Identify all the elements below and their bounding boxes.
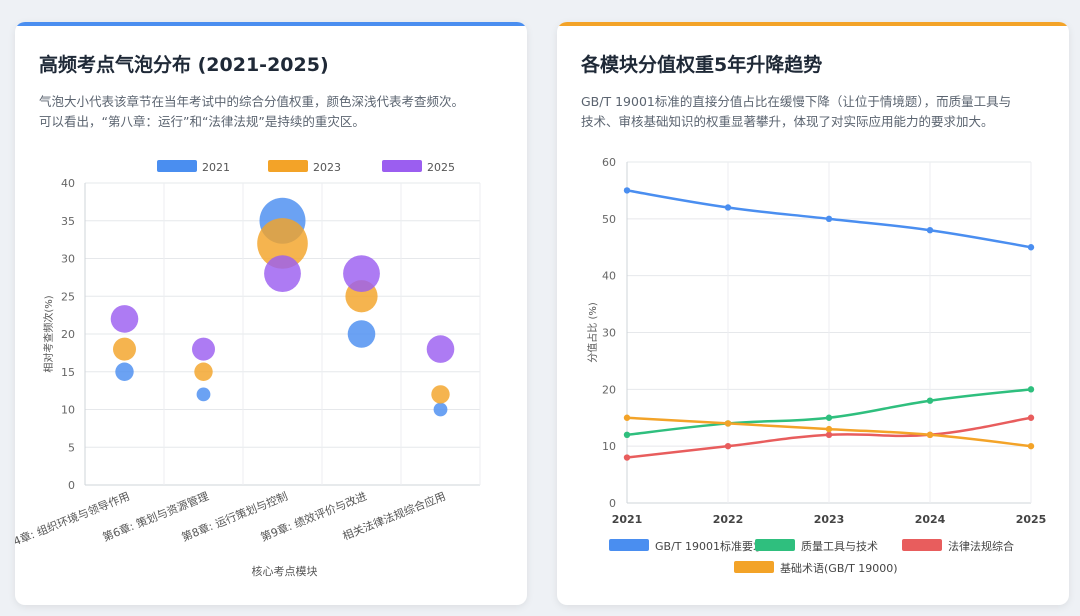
bubble-chart-title: 高频考点气泡分布 (2021-2025) <box>39 54 329 76</box>
bubble-2025-1 <box>192 337 215 361</box>
data-point-质量工具与技术-2024 <box>926 397 934 404</box>
legend-swatch-2025 <box>382 160 422 172</box>
card-accent-bar <box>15 22 527 26</box>
legend-label: 质量工具与技术 <box>801 540 878 553</box>
y-tick-label: 25 <box>61 290 75 303</box>
x-tick-label: 2024 <box>915 513 946 526</box>
legend-label: 法律法规综合 <box>948 539 1014 553</box>
legend-label-2021: 2021 <box>202 161 230 174</box>
bubble-2023-0 <box>113 337 136 361</box>
data-point-法律法规综合-2023 <box>825 431 833 438</box>
bubble-2025-4 <box>426 335 455 363</box>
y-tick-label: 5 <box>68 441 75 454</box>
data-point-法律法规综合-2025 <box>1027 414 1035 421</box>
y-axis-title: 分值占比 (%) <box>586 302 599 363</box>
bubble-2025-3 <box>343 255 380 292</box>
y-tick-label: 20 <box>602 383 616 396</box>
y-tick-label: 50 <box>602 213 616 226</box>
bubble-2021-3 <box>347 320 376 348</box>
data-point-基础术语(GB/T 19000)-2023 <box>825 425 833 433</box>
bubble-desc-line-2: 可以看出，“第八章：运行”和“法律法规”是持续的重灾区。 <box>39 114 365 129</box>
bubble-2023-4 <box>431 385 450 404</box>
x-tick-label: 第4章: 组织环境与领导作用 <box>15 489 132 553</box>
data-point-GB/T 19001标准要求-2023 <box>825 215 833 223</box>
bubble-2021-1 <box>196 387 211 402</box>
data-point-基础术语(GB/T 19000)-2024 <box>926 431 934 438</box>
line-desc-line-1: GB/T 19001标准的直接分值占比在缓慢下降（让位于情境题），而质量工具与 <box>581 94 1012 109</box>
bubble-chart-description: 气泡大小代表该章节在当年考试中的综合分值权重，颜色深浅代表考查频次。 可以看出，… <box>39 92 509 132</box>
bubble-2025-0 <box>110 305 139 333</box>
data-point-质量工具与技术-2023 <box>825 414 833 421</box>
data-point-法律法规综合-2022 <box>724 442 732 450</box>
y-tick-label: 10 <box>602 440 616 453</box>
y-tick-label: 40 <box>602 270 616 283</box>
legend-label-2025: 2025 <box>427 161 455 174</box>
data-point-GB/T 19001标准要求-2021 <box>623 187 631 194</box>
legend-swatch-2023 <box>268 160 308 172</box>
y-axis-title: 相对考查频次(%) <box>42 295 55 372</box>
data-point-GB/T 19001标准要求-2022 <box>724 204 732 211</box>
x-tick-label: 2022 <box>713 513 744 526</box>
legend-swatch-2021 <box>157 160 197 172</box>
bubble-chart-card: 高频考点气泡分布 (2021-2025) 气泡大小代表该章节在当年考试中的综合分… <box>15 22 527 605</box>
data-point-质量工具与技术-2025 <box>1027 386 1035 393</box>
x-tick-label: 2025 <box>1016 513 1047 526</box>
data-point-质量工具与技术-2021 <box>623 431 631 438</box>
bubble-2025-2 <box>264 255 301 292</box>
legend-label-2023: 2023 <box>313 161 341 174</box>
x-tick-label: 2023 <box>814 513 845 526</box>
bubble-2023-2 <box>257 218 308 269</box>
bubble-2023-1 <box>194 362 213 381</box>
legend-swatch <box>609 539 649 551</box>
y-tick-label: 15 <box>61 366 75 379</box>
data-point-基础术语(GB/T 19000)-2025 <box>1027 442 1035 450</box>
line-chart: 0 10 20 30 40 50 60 2021 2022 2023 2024 2025 分值占比 (%… <box>586 156 1047 575</box>
x-axis-title: 核心考点模块 <box>252 564 318 578</box>
data-point-基础术语(GB/T 19000)-2021 <box>623 414 631 421</box>
y-tick-label: 60 <box>602 156 616 169</box>
x-tick-label: 2021 <box>612 513 643 526</box>
legend-label: GB/T 19001标准要求 <box>655 539 764 553</box>
y-tick-label: 0 <box>609 497 616 510</box>
y-tick-label: 30 <box>61 253 75 266</box>
line-chart-card: 各模块分值权重5年升降趋势 GB/T 19001标准的直接分值占比在缓慢下降（让… <box>557 22 1069 605</box>
bubble-2021-4 <box>433 402 448 417</box>
y-tick-label: 40 <box>61 177 75 190</box>
line-chart-title: 各模块分值权重5年升降趋势 <box>581 54 823 76</box>
bubble-2021-0 <box>115 362 134 381</box>
legend-swatch <box>902 539 942 551</box>
y-tick-label: 10 <box>61 404 75 417</box>
legend-label: 基础术语(GB/T 19000) <box>780 562 898 575</box>
legend-swatch <box>734 561 774 573</box>
data-point-GB/T 19001标准要求-2025 <box>1027 244 1035 251</box>
data-point-基础术语(GB/T 19000)-2022 <box>724 420 732 427</box>
y-tick-label: 20 <box>61 328 75 341</box>
data-point-法律法规综合-2021 <box>623 454 631 461</box>
y-tick-label: 35 <box>61 215 75 228</box>
line-desc-line-2: 技术、审核基础知识的权重显著攀升，体现了对实际应用能力的要求加大。 <box>581 114 994 129</box>
card-accent-bar <box>557 22 1069 26</box>
data-point-GB/T 19001标准要求-2024 <box>926 227 934 234</box>
line-chart-description: GB/T 19001标准的直接分值占比在缓慢下降（让位于情境题），而质量工具与 … <box>581 92 1051 132</box>
legend-swatch <box>755 539 795 551</box>
bubble-desc-line-1: 气泡大小代表该章节在当年考试中的综合分值权重，颜色深浅代表考查频次。 <box>39 94 465 109</box>
y-tick-label: 30 <box>602 327 616 340</box>
y-tick-label: 0 <box>68 479 75 492</box>
